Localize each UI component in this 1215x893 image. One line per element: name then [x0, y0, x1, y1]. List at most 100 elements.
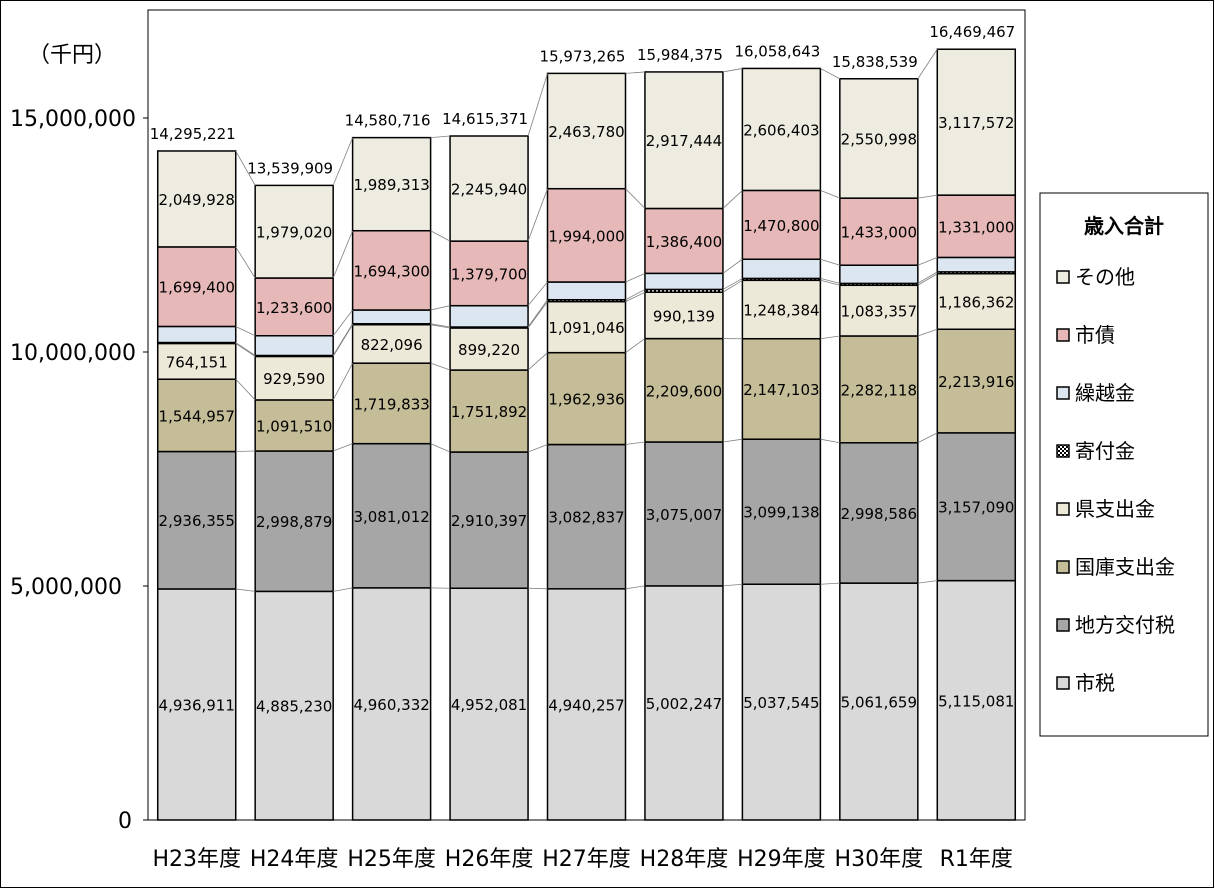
data-label: 5,002,247	[646, 695, 722, 713]
legend-swatch	[1057, 561, 1069, 573]
series-line	[333, 363, 352, 400]
x-tick-label: H26年度	[445, 847, 534, 872]
legend-swatch	[1057, 503, 1069, 515]
legend-label: 地方交付税	[1075, 613, 1175, 637]
data-label: 1,989,313	[353, 176, 429, 194]
series-line	[333, 588, 352, 592]
series-line	[723, 280, 742, 292]
total-label: 15,973,265	[540, 47, 626, 65]
series-line	[626, 442, 645, 445]
series-line	[918, 274, 937, 286]
legend-swatch	[1057, 271, 1069, 283]
data-label: 5,115,081	[938, 692, 1014, 710]
x-tick-label: H23年度	[152, 847, 241, 872]
data-label: 2,550,998	[841, 130, 917, 148]
data-label: 1,962,936	[548, 391, 624, 409]
series-line	[236, 589, 255, 591]
x-tick-label: H29年度	[737, 847, 826, 872]
bar-segment	[548, 282, 626, 300]
x-tick-label: H27年度	[542, 847, 631, 872]
series-line	[236, 247, 255, 278]
data-label: 2,998,879	[256, 513, 332, 531]
legend-title: 歳入合計	[1084, 214, 1164, 238]
data-label: 1,433,000	[841, 224, 917, 242]
series-line	[333, 444, 352, 451]
data-label: 1,091,046	[548, 319, 624, 337]
data-label: 2,049,928	[159, 191, 235, 209]
data-label: 1,544,957	[159, 407, 235, 425]
series-line	[236, 343, 255, 356]
series-line	[723, 278, 742, 289]
legend-label: 市債	[1075, 323, 1115, 347]
data-label: 3,081,012	[353, 508, 429, 526]
data-label: 1,470,800	[743, 217, 819, 235]
data-label: 5,061,659	[841, 694, 917, 712]
data-label: 3,075,007	[646, 506, 722, 524]
legend-swatch	[1057, 387, 1069, 399]
series-line	[528, 189, 547, 241]
data-label: 1,091,510	[256, 417, 332, 435]
bar-segment	[840, 265, 918, 283]
y-tick-label: 0	[118, 809, 132, 834]
total-label: 14,615,371	[442, 110, 528, 128]
series-line	[431, 363, 450, 370]
data-label: 3,157,090	[938, 499, 1014, 517]
bar-segment	[158, 326, 236, 342]
data-label: 3,082,837	[548, 509, 624, 527]
x-tick-label: H30年度	[835, 847, 924, 872]
legend-label: 市税	[1075, 671, 1115, 695]
series-line	[626, 289, 645, 299]
data-label: 2,998,586	[841, 505, 917, 523]
bar-segment	[742, 259, 820, 278]
total-label: 13,539,909	[247, 159, 333, 177]
series-line	[723, 584, 742, 586]
data-label: 822,096	[361, 336, 423, 354]
legend-label: 繰越金	[1075, 381, 1135, 405]
series-line	[723, 190, 742, 208]
legend-label: 国庫支出金	[1075, 555, 1175, 579]
series-line	[723, 68, 742, 71]
data-label: 4,952,081	[451, 696, 527, 714]
data-label: 4,936,911	[159, 696, 235, 714]
data-label: 1,083,357	[841, 303, 917, 321]
data-label: 2,209,600	[646, 382, 722, 400]
x-tick-label: H24年度	[250, 847, 339, 872]
bar-segment	[937, 257, 1015, 271]
data-label: 3,117,572	[938, 114, 1014, 132]
data-label: 1,186,362	[938, 293, 1014, 311]
data-label: 2,147,103	[743, 381, 819, 399]
unit-label: （千円）	[28, 43, 116, 68]
data-label: 1,979,020	[256, 224, 332, 242]
data-label: 3,099,138	[743, 504, 819, 522]
data-label: 2,606,403	[743, 121, 819, 139]
data-label: 1,379,700	[451, 265, 527, 283]
series-line	[431, 444, 450, 452]
total-label: 15,838,539	[832, 53, 918, 71]
series-line	[528, 302, 547, 328]
data-label: 1,994,000	[548, 227, 624, 245]
series-line	[431, 136, 450, 138]
series-line	[626, 72, 645, 73]
data-label: 2,917,444	[646, 132, 722, 150]
x-tick-label: R1年度	[940, 847, 1013, 872]
series-line	[918, 49, 937, 79]
series-line	[626, 586, 645, 589]
series-line	[236, 379, 255, 400]
series-line	[723, 439, 742, 442]
total-label: 14,580,716	[345, 112, 431, 130]
x-tick-label: H25年度	[347, 847, 436, 872]
series-line	[528, 353, 547, 370]
total-label: 14,295,221	[150, 125, 236, 143]
series-line	[820, 190, 839, 198]
series-line	[918, 257, 937, 265]
series-line	[820, 336, 839, 339]
legend-label: 寄付金	[1075, 439, 1135, 463]
total-label: 16,469,467	[929, 23, 1015, 41]
series-line	[333, 231, 352, 278]
data-label: 1,751,892	[451, 403, 527, 421]
total-label: 15,984,375	[637, 46, 723, 64]
data-label: 1,694,300	[353, 262, 429, 280]
